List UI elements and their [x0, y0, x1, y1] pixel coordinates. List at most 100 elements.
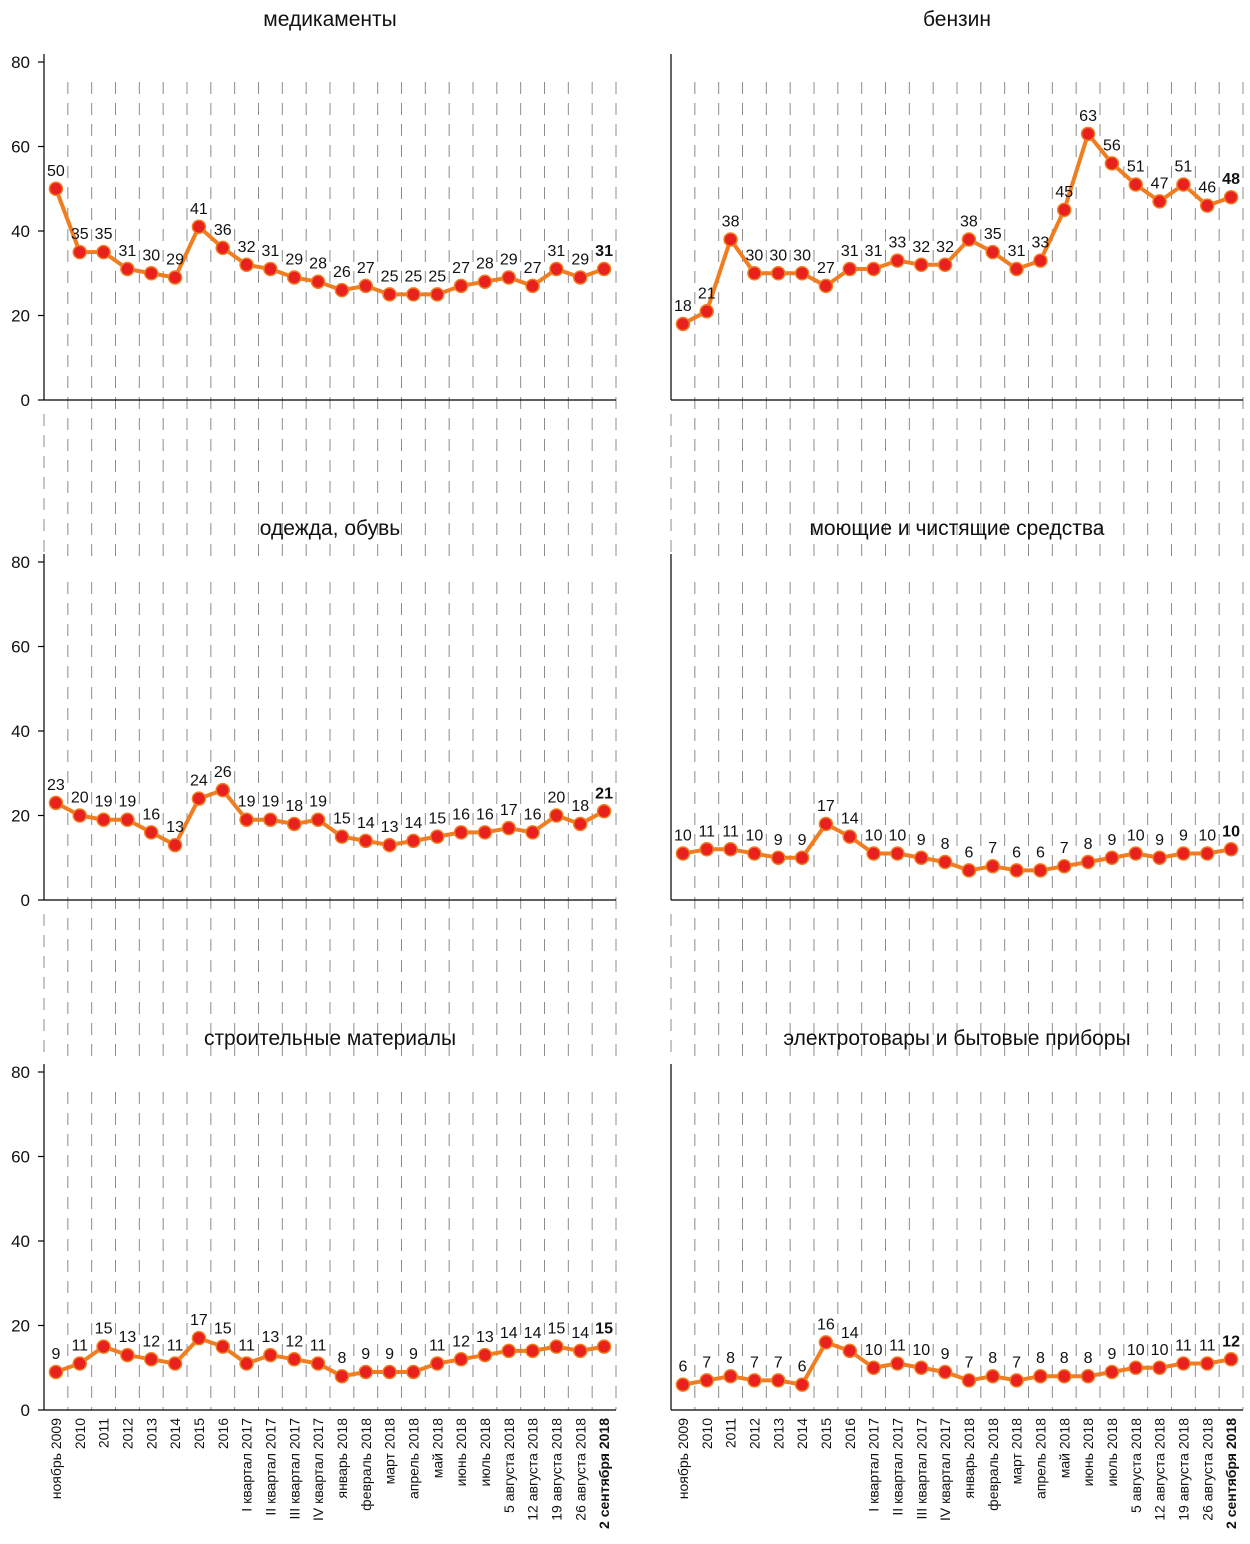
data-point [1009, 863, 1024, 878]
data-point [358, 278, 373, 294]
data-label: 28 [309, 256, 327, 273]
data-label: 38 [960, 213, 978, 230]
data-label: 16 [524, 806, 542, 823]
x-tick-label: 5 августа 2018 [501, 1418, 517, 1513]
data-point [167, 270, 183, 285]
data-label: 10 [1127, 1342, 1145, 1359]
chart-title: бензин [923, 8, 991, 31]
data-point [1057, 858, 1072, 874]
data-point [72, 244, 87, 260]
data-label: 27 [524, 260, 542, 277]
x-tick-label: февраль 2018 [358, 1418, 374, 1511]
data-point [723, 1368, 738, 1384]
data-point [747, 266, 762, 281]
data-point [985, 244, 1000, 260]
data-label: 19 [119, 794, 137, 811]
data-label: 46 [1198, 180, 1216, 197]
data-label: 30 [142, 247, 160, 264]
data-label: 32 [936, 239, 954, 256]
data-point [477, 274, 493, 289]
data-point [842, 261, 857, 277]
data-point [382, 1364, 397, 1380]
data-point [937, 1364, 953, 1380]
y-tick-label: 0 [21, 391, 30, 410]
x-tick-label: январь 2018 [961, 1418, 977, 1499]
data-point [866, 1360, 881, 1375]
data-point [358, 833, 373, 849]
data-label: 17 [500, 802, 518, 819]
data-point [937, 854, 953, 870]
data-point [191, 1330, 207, 1346]
x-tick-label: 12 августа 2018 [1152, 1418, 1168, 1521]
data-label: 13 [262, 1329, 280, 1346]
data-label: 7 [702, 1354, 711, 1371]
data-label: 8 [1084, 836, 1093, 853]
data-point [215, 240, 230, 256]
data-point [1200, 198, 1215, 213]
data-label: 35 [95, 226, 113, 243]
y-tick-label: 80 [11, 1063, 30, 1082]
data-label: 6 [798, 1359, 807, 1376]
data-point [430, 1356, 445, 1371]
data-point [771, 850, 786, 865]
data-point [1176, 1356, 1191, 1371]
x-tick-label: 2013 [770, 1418, 786, 1449]
data-label: 11 [167, 1338, 184, 1355]
chart-title: моющие и чистящие средства [809, 517, 1104, 540]
data-point [961, 232, 977, 247]
data-point [1152, 1360, 1167, 1375]
y-tick-label: 60 [11, 1148, 30, 1167]
data-point [794, 266, 810, 281]
data-label: 27 [357, 260, 375, 277]
data-point [525, 278, 540, 294]
data-label: 10 [1127, 828, 1145, 845]
data-point [1080, 126, 1096, 142]
data-label: 26 [214, 764, 232, 781]
data-point [1009, 261, 1024, 277]
data-point [818, 278, 834, 294]
data-label: 63 [1079, 108, 1097, 125]
data-point [1104, 156, 1120, 171]
series-line [55, 1336, 605, 1379]
data-label: 14 [524, 1325, 542, 1342]
x-tick-label: апрель 2018 [1032, 1418, 1048, 1499]
data-label: 19 [95, 794, 113, 811]
data-point [723, 842, 738, 857]
x-tick-label: 2010 [699, 1418, 715, 1449]
data-label: 10 [912, 1342, 930, 1359]
data-label: 9 [361, 1346, 370, 1363]
data-point [1104, 850, 1120, 865]
data-label: 18 [571, 798, 589, 815]
data-label: 10 [1198, 828, 1216, 845]
data-point [120, 812, 135, 827]
chart-title: медикаменты [263, 8, 396, 31]
data-label: 32 [238, 239, 256, 256]
data-label: 8 [1060, 1350, 1069, 1367]
data-point [596, 804, 612, 819]
data-point [1200, 846, 1215, 861]
chart-title: строительные материалы [204, 1027, 456, 1050]
data-point [866, 261, 881, 277]
data-label: 8 [726, 1350, 735, 1367]
x-tick-label: июнь 2018 [1080, 1418, 1096, 1487]
x-tick-label: 2011 [723, 1418, 739, 1448]
x-tick-label: 2011 [96, 1418, 112, 1448]
data-point [1128, 1360, 1143, 1375]
data-label: 29 [500, 251, 518, 268]
data-label: 9 [1107, 832, 1116, 849]
data-label: 8 [988, 1350, 997, 1367]
data-label: 7 [1012, 1354, 1021, 1371]
data-label: 11 [238, 1338, 255, 1355]
data-label: 15 [95, 1321, 113, 1338]
data-label: 12 [1222, 1333, 1240, 1350]
data-label: 35 [71, 226, 89, 243]
data-point [1057, 1368, 1072, 1384]
data-label: 9 [798, 832, 807, 849]
data-point [453, 278, 469, 294]
data-point [215, 1339, 230, 1354]
data-label: 7 [988, 840, 997, 857]
data-label: 14 [841, 1325, 859, 1342]
data-label: 11 [71, 1338, 88, 1355]
data-point [191, 791, 207, 806]
